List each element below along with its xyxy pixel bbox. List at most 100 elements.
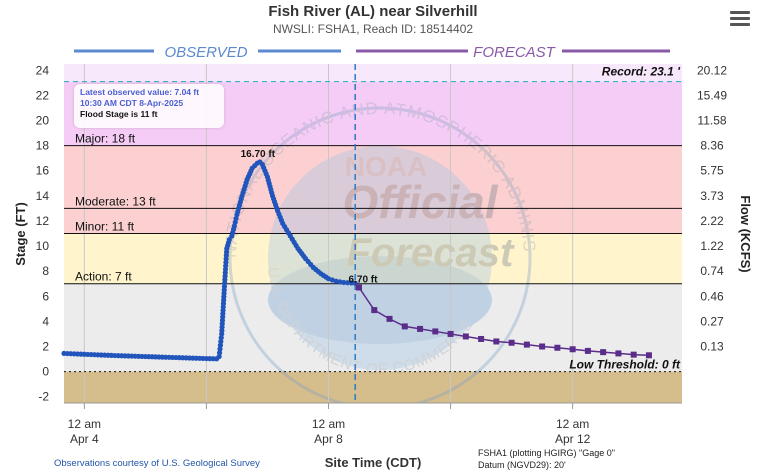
observed-point [218, 335, 224, 341]
forecast-point [584, 347, 591, 354]
forecast-point [645, 352, 652, 359]
latest-time-text: 10:30 AM CDT 8-Apr-2025 [80, 98, 184, 108]
y-axis-title: Stage (FT) [13, 202, 28, 266]
moderate-flood-band-lower [64, 208, 682, 234]
forecast-header-label: FORECAST [473, 44, 557, 61]
observed-point [226, 237, 232, 243]
observed-header-label: OBSERVED [164, 44, 247, 61]
watermark-official: Official [342, 176, 498, 228]
hamburger-icon [730, 11, 750, 14]
axes: -20246810121416182022240.130.270.460.741… [36, 63, 728, 446]
x-tick-label-date: Apr 8 [314, 432, 343, 446]
x-tick-label-time: 12 am [312, 417, 345, 431]
above-record-band [64, 64, 682, 82]
y-tick-label: 14 [36, 189, 50, 203]
forecast-start-data-label: 6.70 ft [349, 274, 379, 285]
hamburger-icon-bar [730, 23, 750, 26]
y-tick-label: 18 [36, 139, 50, 153]
footnote-datum: Datum (NGVD29): 20' [478, 460, 566, 470]
y-tick-label: -2 [38, 390, 49, 404]
observed-point [341, 279, 347, 286]
y-tick-label: 4 [42, 314, 49, 328]
data-series: 16.70 ft 6.70 ft [61, 149, 652, 362]
footnote-gage: FSHA1 (plotting HGIRG) "Gage 0" [478, 448, 615, 458]
y2-axis-title: Flow (KCFS) [738, 195, 753, 272]
forecast-point [539, 343, 546, 350]
observed-point [218, 338, 224, 345]
y2-tick-label: 2.22 [700, 214, 724, 228]
chart-title: Fish River (AL) near Silverhill [268, 3, 477, 20]
forecast-point [508, 339, 515, 346]
forecast-point [493, 338, 500, 345]
observed-point [217, 342, 224, 348]
chart-subtitle: NWSLI: FSHA1, Reach ID: 18514402 [273, 22, 473, 36]
observed-point [216, 350, 223, 356]
watermark-inner-disc [268, 146, 492, 370]
latest-value-text: Latest observed value: 7.04 ft [80, 87, 200, 97]
forecast-point [630, 351, 637, 358]
y-tick-label: 10 [36, 239, 50, 253]
watermark-forecast: Forecast [347, 231, 515, 275]
observed-point [348, 280, 354, 286]
moderate-flood-band [64, 145, 682, 209]
forecast-point [401, 323, 408, 330]
forecast-point [462, 333, 469, 340]
y-tick-label: 8 [42, 264, 49, 278]
y2-tick-label: 3.73 [700, 189, 724, 203]
watermark-outer-ring [228, 106, 532, 403]
y2-tick-label: 11.58 [697, 114, 726, 128]
y-tick-label: 24 [36, 63, 50, 77]
below-low-band [64, 371, 682, 403]
observed-point [333, 278, 339, 284]
y2-tick-label: 0.27 [700, 314, 724, 328]
flood-stage-text: Flood Stage is 11 ft [80, 109, 158, 119]
x-tick-label-date: Apr 4 [70, 432, 99, 446]
watermark-noaa: NOAA [345, 151, 427, 182]
y2-tick-label: 0.13 [700, 340, 724, 354]
y-tick-label: 22 [36, 88, 50, 102]
y-tick-label: 6 [42, 289, 49, 303]
observed-point [344, 280, 351, 286]
major-threshold-label: Major: 18 ft [75, 132, 136, 146]
forecast-point [554, 344, 561, 351]
observed-point [217, 346, 223, 352]
low-threshold-label: Low Threshold: 0 ft [569, 358, 681, 372]
observed-point [337, 279, 343, 285]
peak-data-label: 16.70 ft [241, 149, 276, 160]
forecast-point [432, 328, 439, 335]
forecast-point [356, 284, 363, 291]
forecast-point [447, 330, 454, 337]
forecast-point [615, 350, 622, 357]
moderate-threshold-label: Moderate: 13 ft [75, 194, 156, 208]
y-tick-label: 12 [36, 214, 50, 228]
y-tick-label: 0 [42, 365, 49, 379]
record-threshold-label: Record: 23.1 ' [602, 65, 681, 79]
hamburger-icon-bar [730, 17, 750, 20]
y-tick-label: 20 [36, 114, 50, 128]
x-tick-label-time: 12 am [556, 417, 589, 431]
observed-series-markers [61, 159, 358, 362]
credit-link[interactable]: Observations courtesy of U.S. Geological… [54, 458, 260, 469]
x-tick-label-date: Apr 12 [555, 432, 591, 446]
y2-tick-label: 5.75 [700, 164, 724, 178]
y2-tick-label: 1.22 [700, 239, 724, 253]
y-tick-label: 2 [42, 340, 49, 354]
x-tick-label-time: 12 am [68, 417, 101, 431]
forecast-point [569, 346, 576, 353]
chart-menu-button[interactable] [728, 8, 752, 28]
y2-tick-label: 8.36 [700, 139, 724, 153]
forecast-point [478, 335, 485, 342]
forecast-point [523, 341, 530, 348]
y-tick-label: 16 [36, 164, 50, 178]
minor-threshold-label: Minor: 11 ft [75, 220, 135, 234]
forecast-point [386, 315, 393, 322]
observed-point [216, 353, 222, 360]
minor-flood-band [64, 233, 682, 284]
y2-tick-label: 15.49 [697, 88, 727, 102]
x-axis-title: Site Time (CDT) [325, 455, 422, 470]
latest-observation-box: Latest observed value: 7.04 ft 10:30 AM … [74, 84, 224, 128]
forecast-point [417, 325, 424, 332]
y2-tick-label: 20.12 [697, 63, 727, 77]
forecast-point [371, 307, 378, 314]
